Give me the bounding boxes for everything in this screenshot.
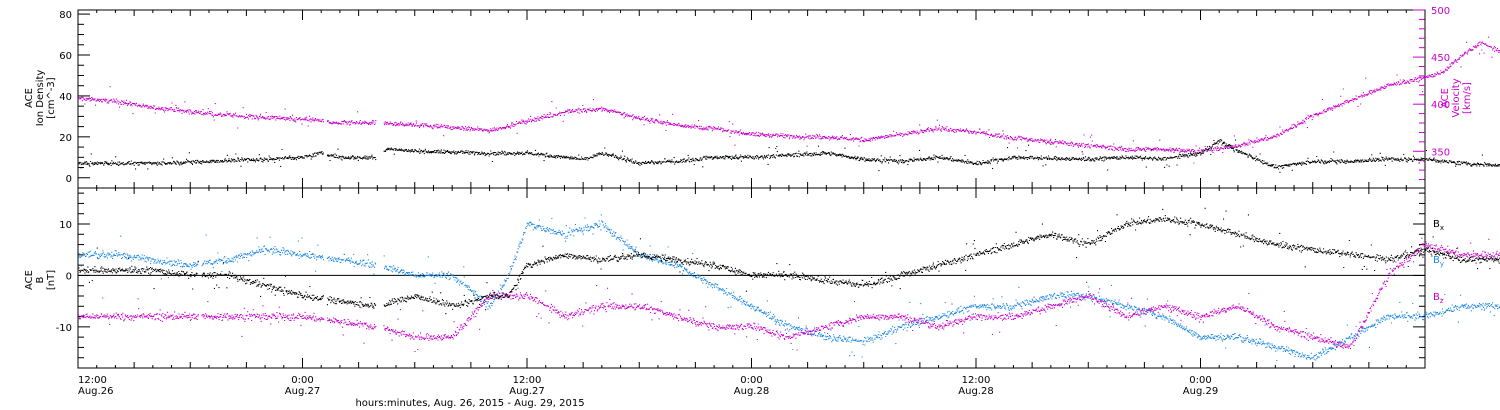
b-label-line3: [nT] — [46, 270, 57, 290]
density-tick-label: 40 — [59, 92, 72, 103]
x-tick-time: 12:00 — [78, 375, 107, 386]
x-tick-date: Aug.26 — [78, 386, 113, 397]
velocity-label-line1: ACE — [1440, 88, 1451, 108]
top-panel: 0 20 40 60 80 350 400 450 500 — [59, 6, 1500, 189]
density-tick-label: 0 — [66, 174, 72, 185]
x-tick-time: 0:00 — [1189, 375, 1211, 386]
x-tick-date: Aug.28 — [958, 386, 993, 397]
velocity-label-line2: Velocity — [1451, 78, 1462, 117]
bz-series — [78, 237, 1500, 353]
x-tick-time: 12:00 — [962, 375, 991, 386]
bx-series — [78, 207, 1500, 315]
density-label-line3: [cm^-3] — [46, 77, 57, 118]
density-label-line1: ACE — [24, 88, 35, 108]
legend-bx: Bx — [1433, 219, 1444, 232]
b-tick-label: -10 — [56, 323, 72, 334]
density-label-line2: Ion Density — [35, 70, 46, 127]
x-tick-date: Aug.27 — [509, 386, 544, 397]
x-tick-time: 0:00 — [740, 375, 762, 386]
velocity-tick-label: 450 — [1431, 53, 1450, 64]
b-label-line1: ACE — [24, 270, 35, 290]
top-panel-frame — [77, 9, 1426, 189]
density-tick-label: 60 — [59, 51, 72, 62]
velocity-label-line3: [km/s] — [1462, 82, 1473, 114]
velocity-tick-label: 350 — [1431, 147, 1450, 158]
x-tick-time: 12:00 — [513, 375, 542, 386]
density-series — [78, 138, 1500, 173]
legend-by: By — [1433, 255, 1444, 268]
velocity-series — [78, 36, 1500, 164]
bottom-panel: -10 0 10 — [56, 187, 1500, 369]
b-label-line2: B — [35, 276, 46, 283]
b-tick-label: 0 — [66, 271, 72, 282]
velocity-tick-label: 400 — [1431, 100, 1450, 111]
x-axis-label: hours:minutes, Aug. 26, 2015 - Aug. 29, … — [355, 398, 584, 409]
by-series — [78, 214, 1500, 362]
x-tick-time: 0:00 — [291, 375, 313, 386]
density-tick-label: 80 — [59, 10, 72, 21]
x-tick-date: Aug.29 — [1183, 386, 1218, 397]
density-tick-label: 20 — [59, 133, 72, 144]
b-tick-label: 10 — [59, 220, 72, 231]
x-tick-date: Aug.28 — [734, 386, 769, 397]
velocity-tick-label: 500 — [1431, 6, 1450, 17]
legend-bz: Bz — [1433, 292, 1444, 305]
x-tick-date: Aug.27 — [285, 386, 320, 397]
x-axis: 12:00Aug.260:00Aug.2712:00Aug.270:00Aug.… — [77, 10, 1426, 397]
